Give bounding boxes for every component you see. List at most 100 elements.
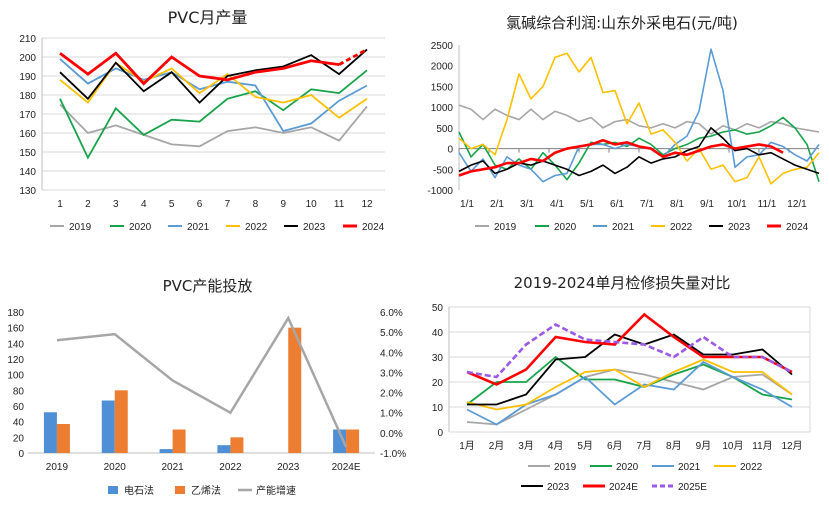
x-tick-label: 2023 xyxy=(277,462,300,473)
x-tick-label: 10/1 xyxy=(727,199,747,210)
chart-svg: -1000 -500 0 500 1000 1500 2000 2500 1/1 2/1 3/1 4/… xyxy=(427,41,820,233)
series-line-2024 xyxy=(59,51,340,86)
x-tick-label: 8月 xyxy=(666,440,682,452)
legend-label: 2023 xyxy=(303,222,326,233)
x-tick-label: 9 xyxy=(280,199,286,210)
x-tick-label: 7月 xyxy=(636,440,652,452)
series-line-2024-forecast xyxy=(338,48,368,66)
y-tick-label: 0 xyxy=(447,145,453,156)
x-tick-label: 8/1 xyxy=(670,199,684,210)
x-tick-label: 7/1 xyxy=(640,199,654,210)
chart-title: 2019-2024单月检修损失量对比 xyxy=(513,274,731,292)
series-line-2024E xyxy=(466,312,793,386)
legend-label: 2024E xyxy=(609,482,638,493)
legend-label: 2025E xyxy=(678,482,707,493)
y-tick-label: 0 xyxy=(18,449,24,460)
y-tick-label: 150 xyxy=(19,148,36,159)
y2-tick-label: 5.0% xyxy=(380,328,403,339)
bar-乙烯法 xyxy=(346,429,360,453)
y-tick-label: 130 xyxy=(19,186,36,197)
series-line-2020 xyxy=(458,116,820,182)
series-line-2023 xyxy=(59,48,368,104)
bar-乙烯法 xyxy=(114,390,128,453)
y-tick-label: 180 xyxy=(19,91,36,102)
x-tick-label: 5 xyxy=(169,199,175,210)
legend-label: 2020 xyxy=(129,222,152,233)
legend-label: 2019 xyxy=(554,462,577,473)
bar-乙烯法 xyxy=(230,437,244,453)
chart-title: PVC月产量 xyxy=(167,8,248,27)
y2-tick-label: 4.0% xyxy=(380,348,403,359)
y-tick-label: 20 xyxy=(432,378,444,389)
series-line-2023 xyxy=(467,333,793,406)
bar-电石法 xyxy=(159,449,173,453)
series-line-2019 xyxy=(59,103,368,148)
legend-label: 2021 xyxy=(612,222,635,233)
x-tick-label: 2月 xyxy=(489,440,505,452)
y-tick-label: -500 xyxy=(433,165,453,176)
y-tick-label: 160 xyxy=(7,324,24,335)
x-tick-label: 2021 xyxy=(161,462,184,473)
x-tick-label: 1/1 xyxy=(460,199,474,210)
chart-svg: 0 20 40 60 80 100 120 140 160 180 -1.0% 0.0% 1.0% 2.0… xyxy=(7,308,406,497)
y-tick-label: 50 xyxy=(432,303,444,314)
x-tick-label: 10 xyxy=(306,199,318,210)
legend-label: 产能增速 xyxy=(256,484,296,497)
y-tick-label: 170 xyxy=(19,110,36,121)
legend-label: 2020 xyxy=(616,462,639,473)
legend-label: 2023 xyxy=(728,222,751,233)
y-tick-label: 40 xyxy=(432,328,444,339)
series-line-2022 xyxy=(458,52,820,185)
x-tick-label: 11月 xyxy=(752,440,772,452)
legend-label: 2022 xyxy=(740,462,763,473)
series-line-2022 xyxy=(466,358,793,411)
y2-tick-label: 3.0% xyxy=(380,368,403,379)
chart-panel-pvc-capacity: PVC产能投放 0 20 40 60 80 100 120 140 160 180 -1.0% 0.0… xyxy=(0,255,415,505)
y-tick-label: 80 xyxy=(13,386,25,397)
y-tick-label: 20 xyxy=(13,433,25,444)
y-tick-label: 500 xyxy=(436,124,453,135)
y-tick-label: 210 xyxy=(19,34,36,45)
legend-label: 2024 xyxy=(362,222,385,233)
series-line-产能增速 xyxy=(56,315,348,448)
series-line-2021 xyxy=(59,58,368,133)
x-tick-label: 4 xyxy=(141,199,147,210)
x-tick-label: 11/1 xyxy=(758,199,777,210)
x-tick-label: 2022 xyxy=(219,462,242,473)
bar-乙烯法 xyxy=(288,327,302,453)
x-tick-label: 6 xyxy=(197,199,203,210)
x-tick-label: 9月 xyxy=(696,440,712,452)
y-tick-label: 1500 xyxy=(431,82,454,93)
x-tick-label: 3 xyxy=(113,199,119,210)
x-tick-label: 1月 xyxy=(459,440,475,452)
y-tick-label: 10 xyxy=(432,403,444,414)
x-tick-label: 6月 xyxy=(607,440,623,452)
x-tick-label: 9/1 xyxy=(700,199,714,210)
y-tick-label: 40 xyxy=(13,418,25,429)
y-tick-label: 180 xyxy=(7,308,24,319)
legend-label: 电石法 xyxy=(124,484,154,497)
x-tick-label: 8 xyxy=(253,199,259,210)
y-tick-label: 140 xyxy=(19,167,36,178)
x-tick-label: 3月 xyxy=(518,440,534,452)
y-tick-label: 2500 xyxy=(431,41,454,52)
legend-label: 乙烯法 xyxy=(191,484,221,497)
y2-tick-label: 1.0% xyxy=(380,409,403,420)
y-tick-label: -1000 xyxy=(427,186,453,197)
y2-tick-label: 0.0% xyxy=(380,429,403,440)
y-tick-label: 100 xyxy=(7,371,24,382)
chart-panel-pvc-monthly-output: PVC月产量 130 140 150 160 170 180 190 200 210 1 2 3 4 5 6… xyxy=(0,0,415,250)
x-tick-label: 3/1 xyxy=(520,199,534,210)
bar-电石法 xyxy=(43,412,57,453)
y-tick-label: 60 xyxy=(13,402,25,413)
y-tick-label: 0 xyxy=(437,428,443,439)
x-tick-label: 1 xyxy=(57,199,63,210)
x-tick-label: 12/1 xyxy=(787,199,807,210)
x-tick-label: 10月 xyxy=(722,440,743,452)
chart-svg: 0 10 20 30 40 50 1月 2月 3月 4月 5月 6月 7月 8月 9月 10月 11月 12月 20… xyxy=(432,303,811,493)
y2-tick-label: 6.0% xyxy=(380,308,403,319)
legend-label: 2021 xyxy=(187,222,210,233)
x-tick-label: 7 xyxy=(225,199,231,210)
y-tick-label: 160 xyxy=(19,129,36,140)
